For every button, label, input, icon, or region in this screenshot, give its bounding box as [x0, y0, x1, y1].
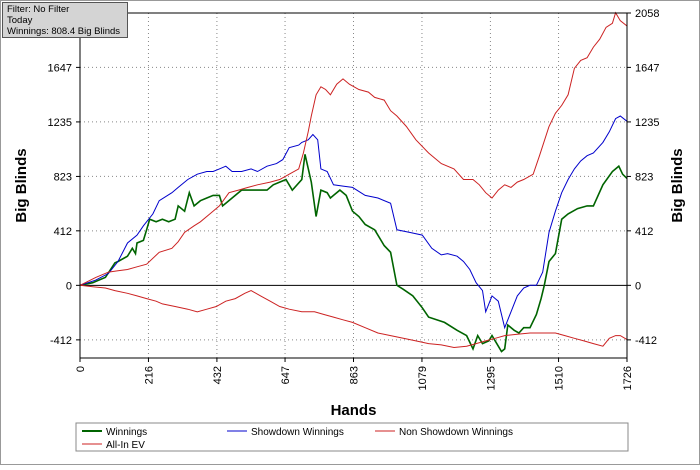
x-tick-label: 1079 [417, 366, 429, 390]
y-tick-label-right: 0 [635, 280, 641, 292]
series-line-showdown-winnings [79, 115, 628, 330]
y-tick-label-left: 1647 [48, 62, 72, 74]
x-tick-label: 1510 [554, 366, 566, 390]
x-tick-label: 0 [75, 366, 87, 372]
y-tick-label-right: 1235 [635, 117, 659, 129]
series-line-winnings [79, 154, 628, 353]
y-axis-title-left: Big Blinds [13, 148, 30, 222]
winnings-summary: Winnings: 808.4 Big Blinds [7, 26, 121, 37]
y-tick-label-left: 412 [54, 226, 72, 238]
y-tick-label-left: 823 [54, 171, 72, 183]
y-tick-label-right: 823 [635, 171, 653, 183]
y-tick-label-right: 412 [635, 226, 653, 238]
legend-label: Winnings [106, 427, 147, 438]
legend-label: Showdown Winnings [251, 427, 344, 438]
legend-label: Non Showdown Winnings [399, 427, 513, 438]
x-axis-title: Hands [331, 402, 377, 419]
x-tick-label: 863 [349, 366, 361, 384]
y-tick-label-right: 1647 [635, 62, 659, 74]
period-text: Today [7, 15, 33, 26]
y-tick-label-left: 0 [66, 280, 72, 292]
y-tick-label-right: 2058 [635, 8, 659, 20]
series-line-non-showdown-winnings [79, 284, 628, 349]
x-tick-label: 216 [143, 366, 155, 384]
y-tick-label-left: -412 [50, 335, 72, 347]
y-axis-title-right: Big Blinds [669, 148, 686, 222]
x-tick-label: 432 [212, 366, 224, 384]
y-tick-label-left: 1235 [48, 117, 72, 129]
legend-box [75, 422, 629, 452]
x-tick-label: 1726 [622, 366, 634, 390]
x-tick-label: 1295 [485, 366, 497, 390]
y-tick-label-right: -412 [635, 335, 657, 347]
x-tick-label: 647 [280, 366, 292, 384]
series-line-all-in-ev [79, 11, 628, 286]
legend-label: All-In EV [106, 440, 145, 451]
filter-text: Filter: No Filter [7, 4, 70, 15]
info-box: Filter: No Filter Today Winnings: 808.4 … [2, 2, 128, 38]
